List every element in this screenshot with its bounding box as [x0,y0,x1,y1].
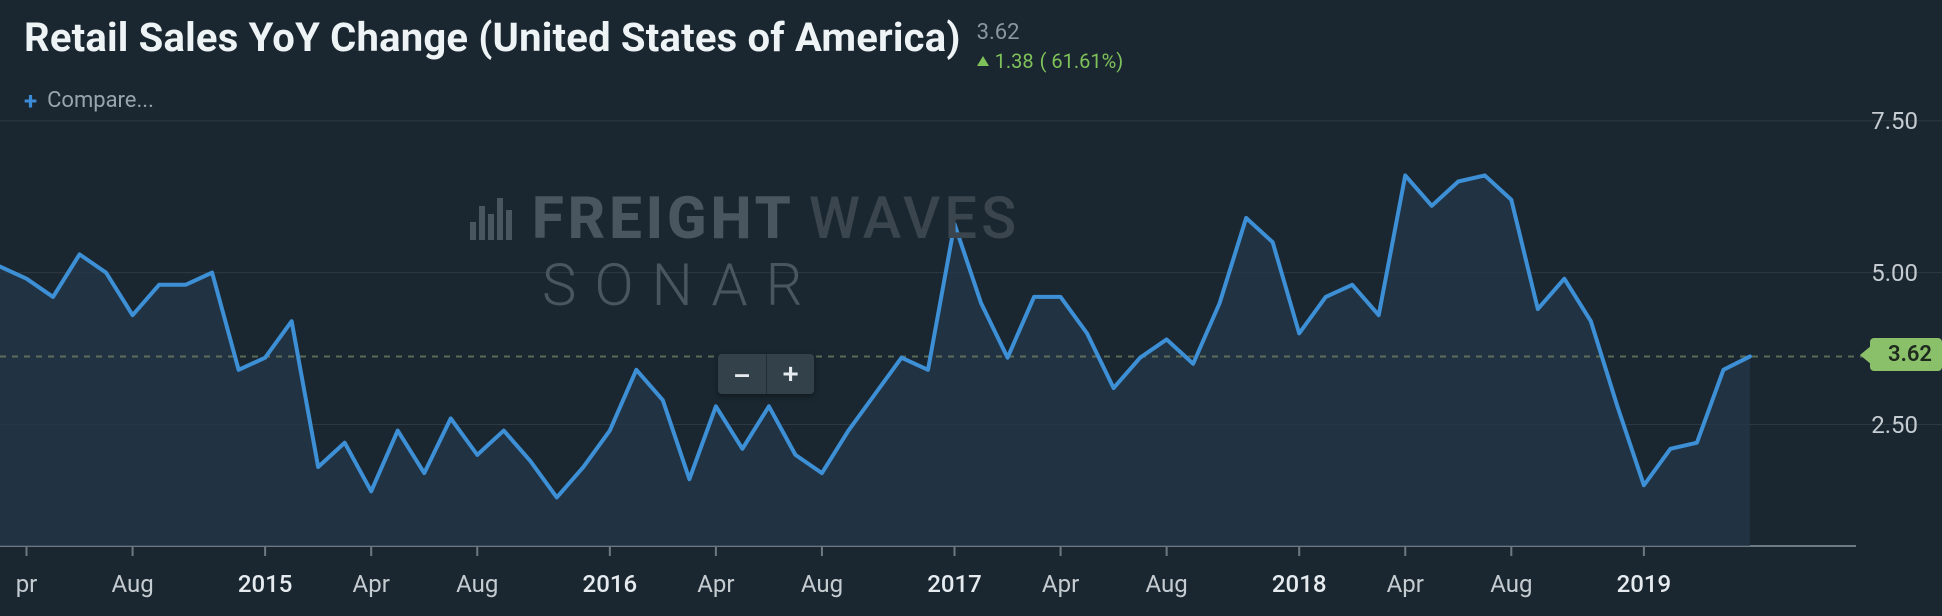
change-value: 1.38 ( 61.61%) [977,49,1124,73]
header: Retail Sales YoY Change (United States o… [24,14,1822,73]
arrow-up-icon [977,56,989,66]
x-tick-label: Aug [1146,570,1188,598]
y-tick-label: 7.50 [1871,107,1918,135]
y-tick-label: 5.00 [1871,259,1918,287]
x-tick-label: 2017 [927,570,982,598]
x-tick-label: Apr [1387,570,1424,598]
compare-label: Compare... [47,88,154,113]
y-tick-label: 2.50 [1871,411,1918,439]
compare-button[interactable]: + Compare... [24,88,154,113]
x-tick-label: Aug [456,570,498,598]
value-badge: 3.62 [1870,338,1942,371]
page-title: Retail Sales YoY Change (United States o… [24,14,961,61]
x-tick-label: Aug [1490,570,1532,598]
x-tick-label: 2015 [238,570,293,598]
x-tick-label: 2019 [1617,570,1672,598]
change-abs: 1.38 [995,49,1034,73]
x-tick-label: Apr [353,570,390,598]
x-tick-label: 2016 [583,570,638,598]
x-tick-label: Aug [801,570,843,598]
x-tick-label: pr [16,570,38,598]
change-pct: ( 61.61%) [1040,49,1124,73]
chart-container [0,0,1942,616]
zoom-out-button[interactable]: – [718,354,766,394]
zoom-control: – + [718,354,814,394]
zoom-in-button[interactable]: + [766,354,814,394]
x-tick-label: Apr [697,570,734,598]
x-tick-label: Aug [111,570,153,598]
chart-svg [0,0,1942,616]
x-tick-label: Apr [1042,570,1079,598]
header-stats: 3.62 1.38 ( 61.61%) [977,14,1124,73]
plus-icon: + [24,89,37,113]
current-value: 3.62 [977,20,1124,45]
x-tick-label: 2018 [1272,570,1327,598]
